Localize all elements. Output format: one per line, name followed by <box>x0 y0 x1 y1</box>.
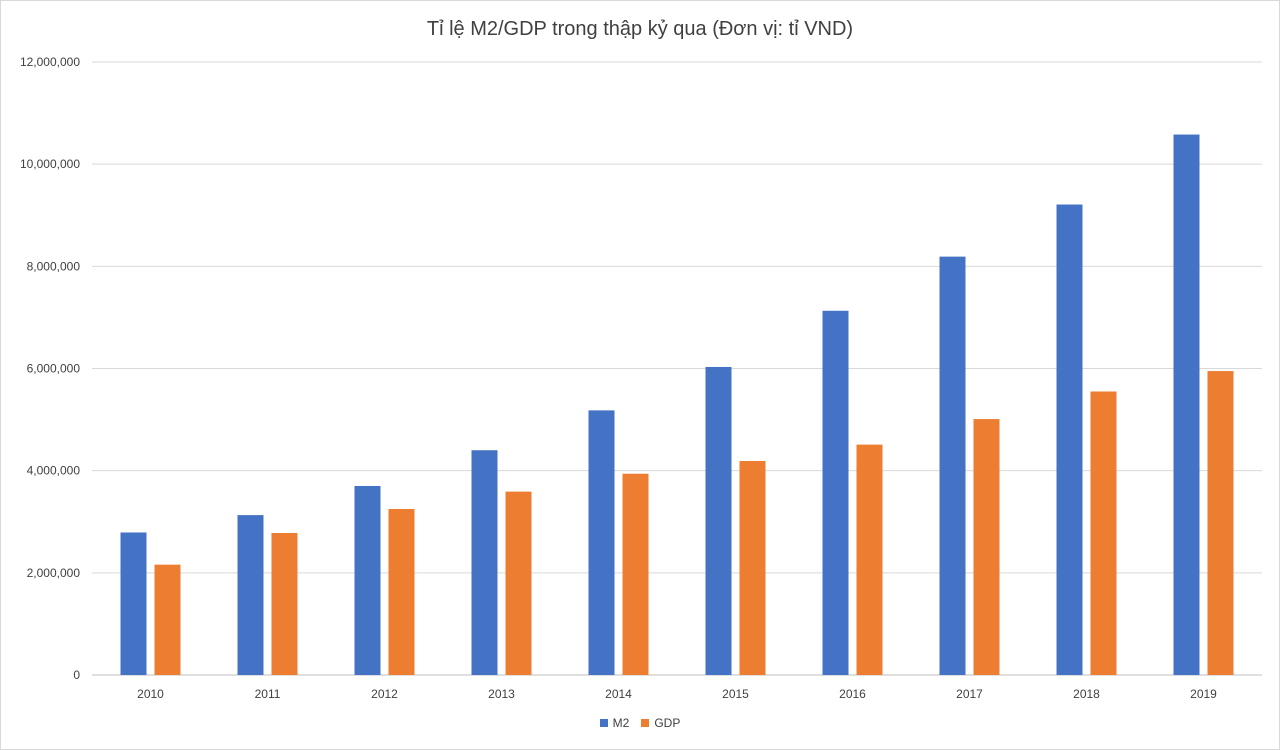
y-tick-label: 0 <box>73 668 80 682</box>
x-tick-label: 2017 <box>956 687 983 701</box>
y-tick-label: 6,000,000 <box>27 362 81 376</box>
legend-item-m2: M2 <box>599 716 630 730</box>
legend: M2 GDP <box>0 716 1280 730</box>
bar-m2-2012 <box>354 485 381 675</box>
legend-item-gdp: GDP <box>641 716 680 730</box>
chart-title: Tỉ lệ M2/GDP trong thập kỷ qua (Đơn vị: … <box>426 18 854 40</box>
x-tick-label: 2011 <box>255 687 281 701</box>
y-tick-label: 4,000,000 <box>27 464 81 478</box>
bar-gdp-2014 <box>622 473 649 675</box>
bar-gdp-2011 <box>271 532 298 675</box>
bar-m2-2014 <box>588 410 615 675</box>
bar-m2-2018 <box>1056 204 1083 675</box>
x-tick-label: 2015 <box>722 687 749 701</box>
x-tick-label: 2010 <box>137 687 164 701</box>
bar-gdp-2017 <box>973 419 1000 675</box>
x-tick-label: 2013 <box>488 687 515 701</box>
bar-m2-2013 <box>471 450 498 675</box>
bar-m2-2016 <box>822 310 849 675</box>
legend-label-m2: M2 <box>612 716 630 730</box>
bar-gdp-2016 <box>856 444 883 675</box>
y-tick-label: 10,000,000 <box>20 157 80 171</box>
bar-m2-2015 <box>705 366 732 675</box>
bar-gdp-2015 <box>739 460 766 675</box>
x-tick-label: 2016 <box>839 687 866 701</box>
legend-swatch-gdp <box>641 719 650 727</box>
x-tick-label: 2012 <box>371 687 398 701</box>
x-tick-label: 2018 <box>1073 687 1100 701</box>
x-tick-label: 2014 <box>605 687 632 701</box>
bar-gdp-2019 <box>1207 371 1234 675</box>
bar-gdp-2012 <box>388 508 415 675</box>
legend-swatch-m2 <box>599 719 608 727</box>
bar-m2-2019 <box>1173 134 1200 675</box>
y-tick-label: 12,000,000 <box>20 55 80 69</box>
bar-m2-2011 <box>237 515 264 675</box>
legend-label-gdp: GDP <box>654 716 681 730</box>
bar-m2-2010 <box>120 532 147 675</box>
bar-gdp-2010 <box>154 564 181 675</box>
x-tick-label: 2019 <box>1190 687 1217 701</box>
bar-m2-2017 <box>939 256 966 675</box>
y-tick-label: 8,000,000 <box>27 259 81 273</box>
bar-gdp-2018 <box>1090 391 1117 675</box>
y-tick-label: 2,000,000 <box>27 566 81 580</box>
bar-gdp-2013 <box>505 491 532 675</box>
